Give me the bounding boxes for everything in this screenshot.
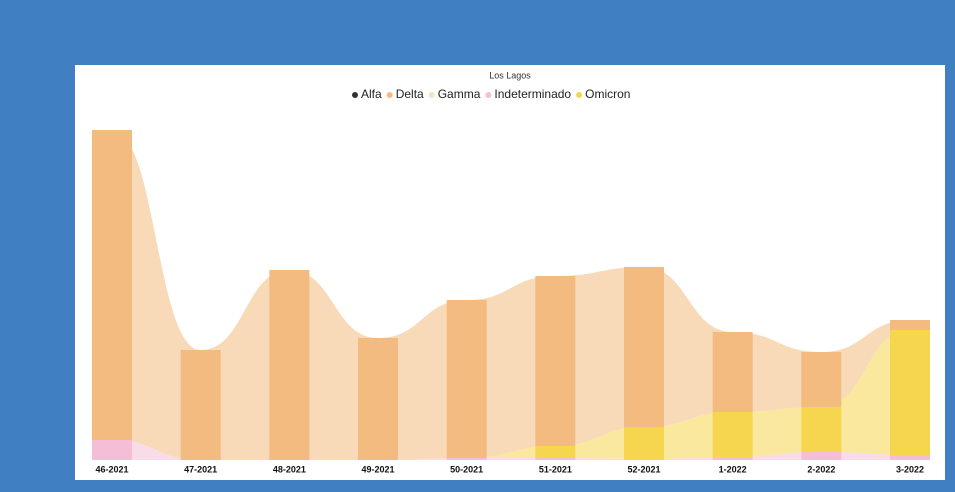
legend-label: Indeterminado <box>494 87 571 101</box>
x-tick-label: 47-2021 <box>184 464 217 474</box>
area <box>112 330 910 460</box>
x-tick-label: 49-2021 <box>361 464 394 474</box>
x-tick-label: 50-2021 <box>450 464 483 474</box>
bar-segment <box>535 458 576 460</box>
bar-segment <box>624 427 664 459</box>
chart-title: Los Lagos <box>489 70 531 80</box>
bar-segment <box>624 459 664 460</box>
legend-label: Omicron <box>585 87 630 101</box>
bar-segment <box>801 452 842 460</box>
x-tick-label: 3-2022 <box>896 464 924 474</box>
bar-segment <box>180 350 221 460</box>
area <box>112 130 910 460</box>
bar-segment <box>92 440 132 460</box>
legend: AlfaDeltaGammaIndeterminadoOmicron4,3,2,… <box>352 87 630 101</box>
x-tick-label: 2-2022 <box>807 464 835 474</box>
bar-segment <box>358 338 398 460</box>
bar-segment <box>712 332 753 412</box>
bar-segment <box>446 300 487 458</box>
bar-segment <box>801 407 842 452</box>
bar-segment <box>890 320 930 330</box>
bar-segment <box>92 130 132 440</box>
legend-swatch <box>352 92 358 98</box>
bar-segment <box>890 455 930 460</box>
bar-segment <box>269 270 310 460</box>
bar-segment <box>535 276 576 446</box>
bar-segment <box>890 330 930 455</box>
legend-label: Gamma <box>438 87 481 101</box>
x-tick-label: 1-2022 <box>719 464 747 474</box>
legend-swatch <box>386 92 393 98</box>
x-tick-label: 51-2021 <box>539 464 572 474</box>
x-tick-label: 46-2021 <box>95 464 128 474</box>
bar-segment <box>712 457 753 460</box>
legend-swatch <box>576 92 583 98</box>
bar-segment <box>624 267 664 427</box>
bar-segment <box>801 352 842 407</box>
bar-segment <box>535 446 576 458</box>
x-tick-label: 52-2021 <box>627 464 660 474</box>
x-tick-label: 48-2021 <box>273 464 306 474</box>
legend-label: Delta <box>396 87 424 101</box>
bar-segment <box>712 412 753 457</box>
legend-label: Alfa <box>361 87 382 101</box>
legend-swatch <box>428 92 435 98</box>
legend-swatch <box>485 92 492 98</box>
bar-segment <box>446 458 487 460</box>
